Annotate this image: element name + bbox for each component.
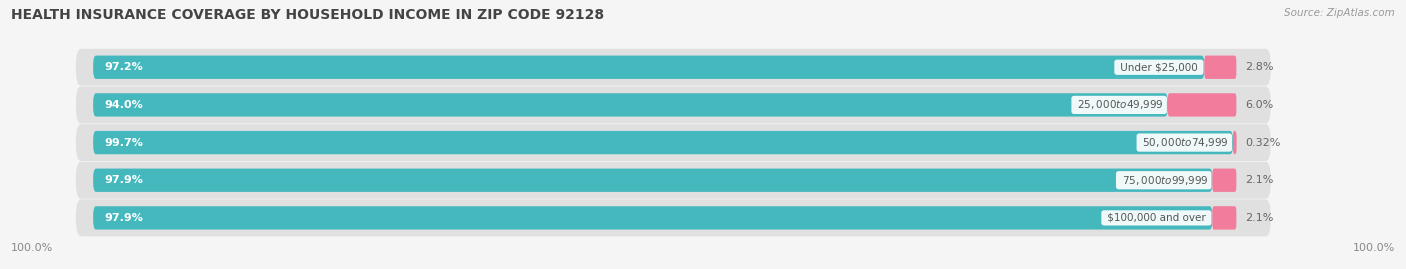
Text: 2.8%: 2.8% xyxy=(1246,62,1274,72)
Text: 97.9%: 97.9% xyxy=(104,175,143,185)
FancyBboxPatch shape xyxy=(93,56,1205,79)
Text: 99.7%: 99.7% xyxy=(104,137,143,148)
Text: 2.1%: 2.1% xyxy=(1246,175,1274,185)
FancyBboxPatch shape xyxy=(1233,131,1237,154)
FancyBboxPatch shape xyxy=(93,169,1212,192)
FancyBboxPatch shape xyxy=(93,93,1168,116)
FancyBboxPatch shape xyxy=(1168,93,1236,116)
FancyBboxPatch shape xyxy=(76,162,1271,199)
FancyBboxPatch shape xyxy=(76,124,1271,161)
Text: $75,000 to $99,999: $75,000 to $99,999 xyxy=(1119,174,1209,187)
Text: $25,000 to $49,999: $25,000 to $49,999 xyxy=(1074,98,1164,111)
Text: 0.32%: 0.32% xyxy=(1246,137,1281,148)
Text: 100.0%: 100.0% xyxy=(1353,243,1395,253)
FancyBboxPatch shape xyxy=(1212,206,1236,229)
Text: $100,000 and over: $100,000 and over xyxy=(1104,213,1209,223)
Text: Under $25,000: Under $25,000 xyxy=(1116,62,1201,72)
FancyBboxPatch shape xyxy=(1212,169,1236,192)
Text: 100.0%: 100.0% xyxy=(11,243,53,253)
Text: 2.1%: 2.1% xyxy=(1246,213,1274,223)
Text: HEALTH INSURANCE COVERAGE BY HOUSEHOLD INCOME IN ZIP CODE 92128: HEALTH INSURANCE COVERAGE BY HOUSEHOLD I… xyxy=(11,8,605,22)
Text: 97.2%: 97.2% xyxy=(104,62,143,72)
FancyBboxPatch shape xyxy=(76,199,1271,236)
Text: $50,000 to $74,999: $50,000 to $74,999 xyxy=(1139,136,1229,149)
FancyBboxPatch shape xyxy=(76,86,1271,123)
Text: 97.9%: 97.9% xyxy=(104,213,143,223)
Text: 94.0%: 94.0% xyxy=(104,100,143,110)
FancyBboxPatch shape xyxy=(1205,56,1236,79)
FancyBboxPatch shape xyxy=(76,49,1271,86)
FancyBboxPatch shape xyxy=(93,131,1233,154)
FancyBboxPatch shape xyxy=(93,206,1212,229)
Text: Source: ZipAtlas.com: Source: ZipAtlas.com xyxy=(1284,8,1395,18)
Text: 6.0%: 6.0% xyxy=(1246,100,1274,110)
